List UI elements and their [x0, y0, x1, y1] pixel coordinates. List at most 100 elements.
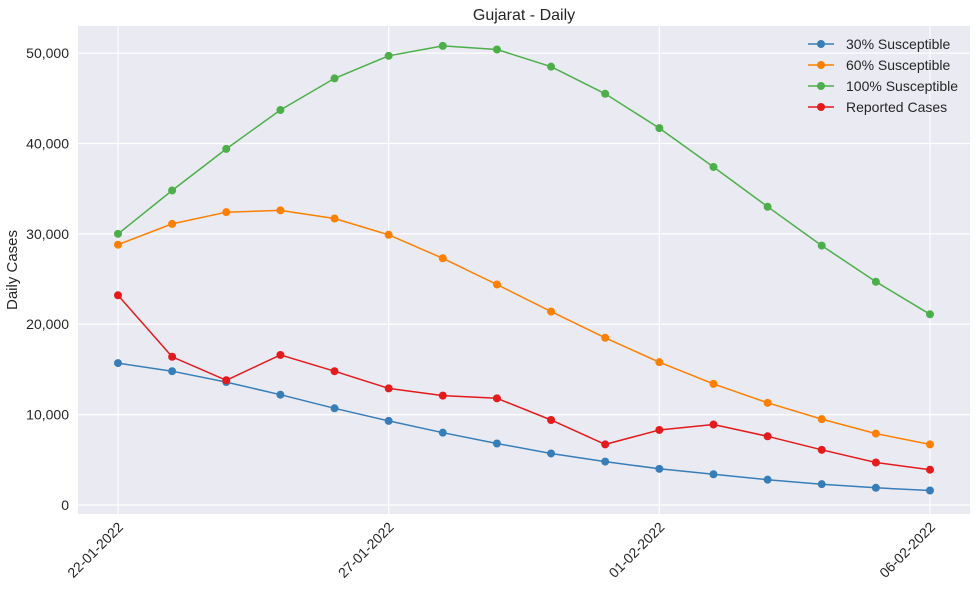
data-point: [330, 74, 339, 83]
series-line: [117, 362, 931, 492]
data-point: [601, 440, 610, 449]
data-point: [709, 379, 718, 388]
data-point: [384, 384, 393, 393]
legend-marker: [817, 82, 825, 90]
x-tick-label: 27-01-2022: [335, 519, 397, 581]
data-point: [871, 277, 880, 286]
data-point: [492, 394, 501, 403]
series-line: [117, 209, 931, 446]
legend-marker: [817, 61, 825, 69]
x-tick-label: 22-01-2022: [64, 519, 126, 581]
data-point: [276, 350, 285, 359]
data-point: [222, 376, 231, 385]
data-point: [763, 202, 772, 211]
data-point: [926, 310, 934, 319]
data-point: [763, 432, 772, 441]
y-tick-label: 50,000: [26, 45, 69, 61]
data-point: [655, 425, 664, 434]
chart-title: Gujarat - Daily: [473, 7, 575, 24]
data-point: [547, 449, 556, 458]
data-point: [601, 89, 610, 98]
series-reported-cases: [114, 291, 934, 474]
series-100-susceptible: [114, 41, 934, 319]
series-60-susceptible: [114, 206, 934, 449]
y-axis-title: Daily Cases: [4, 230, 21, 310]
y-tick-label: 0: [61, 497, 69, 513]
data-point: [114, 291, 122, 300]
data-point: [655, 464, 664, 473]
y-axis: 0 10,000 20,000 30,000 40,000 50,000: [26, 45, 69, 513]
data-point: [655, 124, 664, 133]
data-point: [276, 206, 285, 215]
data-point: [709, 420, 718, 429]
data-point: [222, 208, 231, 217]
legend-marker: [817, 40, 825, 48]
data-point: [114, 229, 122, 238]
data-point: [384, 230, 393, 239]
data-point: [114, 240, 122, 249]
data-point: [384, 51, 393, 60]
data-point: [817, 241, 826, 250]
data-point: [817, 445, 826, 454]
y-tick-label: 30,000: [26, 226, 69, 242]
data-point: [926, 465, 934, 474]
data-point: [817, 480, 826, 489]
data-point: [168, 186, 177, 195]
data-point: [438, 41, 447, 50]
series-group: [114, 41, 934, 495]
data-point: [547, 307, 556, 316]
data-point: [601, 333, 610, 342]
data-point: [547, 416, 556, 425]
data-point: [601, 457, 610, 466]
x-tick-label: 06-02-2022: [876, 519, 938, 581]
legend-label: 100% Susceptible: [846, 78, 958, 94]
data-point: [655, 358, 664, 367]
data-point: [276, 390, 285, 399]
series-line: [117, 294, 931, 471]
data-point: [114, 359, 122, 368]
data-point: [168, 352, 177, 361]
data-point: [763, 398, 772, 407]
data-point: [330, 404, 339, 413]
data-point: [817, 415, 826, 424]
data-point: [384, 416, 393, 425]
grid: [78, 26, 970, 514]
data-point: [763, 475, 772, 484]
data-point: [871, 483, 880, 492]
data-point: [222, 144, 231, 153]
data-point: [438, 391, 447, 400]
series-30-susceptible: [114, 359, 934, 495]
data-point: [926, 486, 934, 495]
data-point: [709, 470, 718, 479]
data-point: [709, 162, 718, 171]
legend-label: 30% Susceptible: [846, 36, 951, 52]
data-point: [438, 254, 447, 263]
y-tick-label: 20,000: [26, 316, 69, 332]
legend-marker: [817, 103, 825, 111]
legend-item: 30% Susceptible: [808, 36, 951, 52]
data-point: [330, 367, 339, 376]
x-axis: 22-01-2022 27-01-2022 01-02-2022 06-02-2022: [64, 519, 938, 581]
data-point: [168, 219, 177, 228]
legend-label: Reported Cases: [846, 99, 947, 115]
data-point: [871, 429, 880, 438]
data-point: [492, 45, 501, 54]
y-tick-label: 10,000: [26, 407, 69, 423]
legend-item: 100% Susceptible: [808, 78, 958, 94]
data-point: [547, 62, 556, 71]
data-point: [492, 280, 501, 289]
x-tick-label: 01-02-2022: [605, 519, 667, 581]
series-line: [117, 45, 931, 315]
data-point: [276, 106, 285, 115]
data-point: [438, 428, 447, 437]
plot-background: [78, 26, 970, 514]
data-point: [168, 367, 177, 376]
legend-item: 60% Susceptible: [808, 57, 951, 73]
data-point: [492, 439, 501, 448]
data-point: [330, 214, 339, 223]
legend-label: 60% Susceptible: [846, 57, 951, 73]
y-tick-label: 40,000: [26, 135, 69, 151]
data-point: [871, 458, 880, 467]
legend: 30% Susceptible 60% Susceptible 100% Susce…: [808, 36, 958, 115]
